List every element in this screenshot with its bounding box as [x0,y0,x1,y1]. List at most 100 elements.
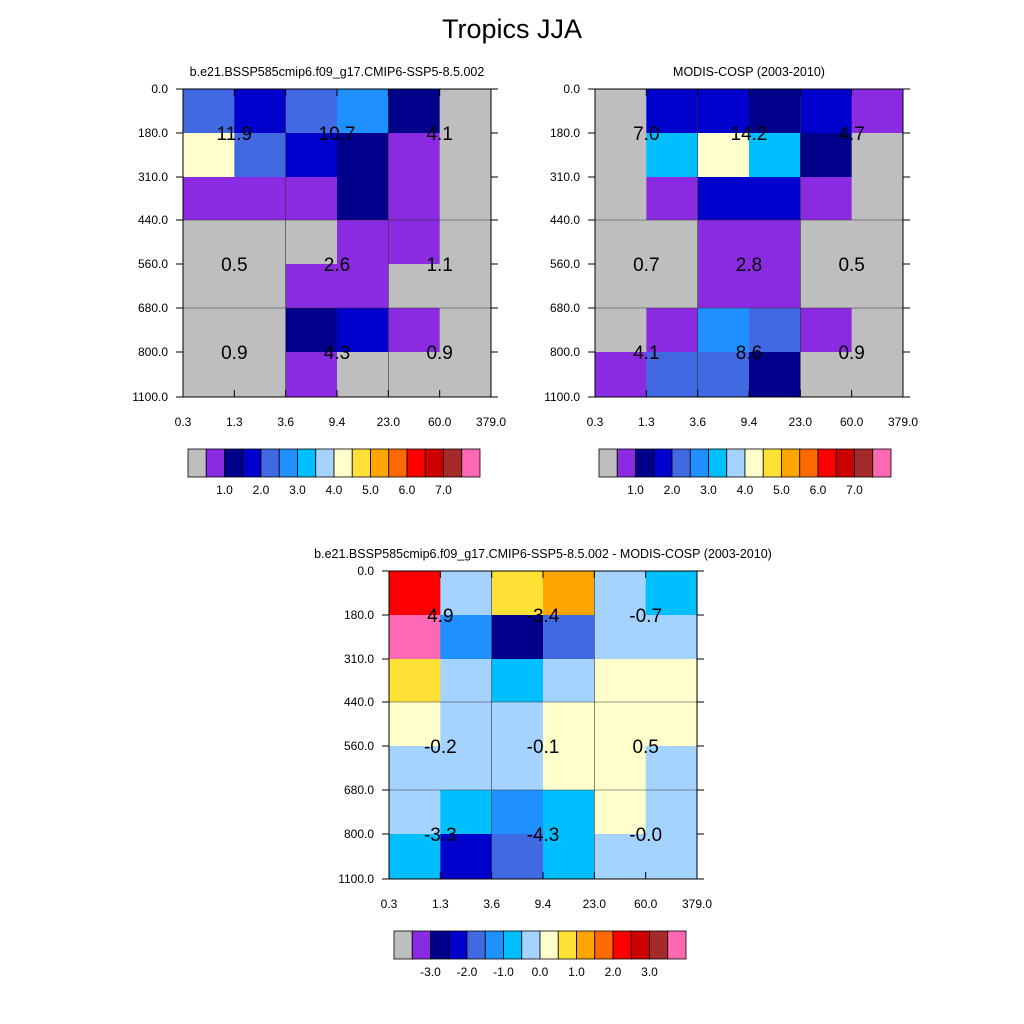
heatmap-cell [439,89,492,134]
colorbar-swatch [612,930,632,960]
heatmap-cell [697,352,750,398]
heatmap-cell [440,746,493,791]
block-value-label: 0.9 [221,343,247,364]
heatmap-cell [389,702,441,747]
block-value-label: -0.7 [629,606,662,627]
heatmap-cell [388,133,441,178]
colorbar-label: 1.0 [627,483,644,497]
heatmap-cell [594,571,647,616]
heatmap-cell [440,571,493,616]
colorbar-swatch [351,448,371,478]
heatmap-cell [749,177,801,221]
heatmap-cell [697,308,750,353]
heatmap-cell [645,834,698,880]
x-tick-label: 1.3 [432,897,449,911]
heatmap-cell [388,220,441,265]
colorbar-swatch [649,930,669,960]
heatmap-cell [595,264,647,309]
figure-title: Tropics JJA [441,14,583,44]
block-value-label: 0.7 [633,255,659,276]
heatmap-cell [439,352,492,398]
heatmap-cell [439,133,492,178]
colorbar-label: -1.0 [493,965,514,979]
colorbar-swatch [461,448,481,478]
heatmap-cell [183,133,235,178]
heatmap-cell [595,220,647,265]
colorbar-swatch [576,930,596,960]
x-tick-label: 0.3 [381,897,398,911]
heatmap-cell [285,89,338,134]
heatmap-cell [439,177,492,221]
y-tick-label: 440.0 [138,213,168,227]
colorbar-swatch [187,448,207,478]
panel-title: b.e21.BSSP585cmip6.f09_g17.CMIP6-SSP5-8.… [190,65,485,79]
y-tick-label: 310.0 [550,170,580,184]
panel-model: b.e21.BSSP585cmip6.f09_g17.CMIP6-SSP5-8.… [132,65,506,497]
heatmap-cell [183,220,235,265]
block-value-label: -0.1 [527,737,560,758]
heatmap-cell [543,790,595,835]
colorbar-label: 2.0 [664,483,681,497]
heatmap-cell [183,352,235,398]
colorbar-swatch [817,448,837,478]
heatmap-cell [439,220,492,265]
heatmap-cell [646,133,699,178]
colorbar-swatch [726,448,746,478]
heatmap-cell [234,220,287,265]
x-tick-label: 3.6 [483,897,500,911]
heatmap-cell [234,89,287,134]
colorbar-swatch [260,448,280,478]
colorbar-swatch [781,448,801,478]
heatmap-cell [183,308,235,353]
heatmap-cell [595,89,647,134]
heatmap-cell [800,220,853,265]
heatmap-cell [337,220,389,265]
y-tick-label: 0.0 [563,82,580,96]
heatmap-cell [440,834,493,880]
colorbar-swatch [443,448,463,478]
panel-observation: MODIS-COSP (2003-2010) 7.0 14.2 4.7 0.7 2.8 0.… [544,65,918,497]
heatmap-cell [749,308,801,353]
heatmap-cell [646,177,699,221]
heatmap-cell [749,89,801,134]
heatmap-cell [749,264,801,309]
x-tick-label: 1.3 [226,415,243,429]
heatmap-cell [388,177,441,221]
colorbar-swatch [370,448,390,478]
heatmap-cell [595,308,647,353]
colorbar-swatch [598,448,618,478]
block-value-label: 4.9 [427,606,453,627]
block-value-label: 8.6 [736,343,762,364]
heatmap-cell [645,659,698,703]
panel-title: b.e21.BSSP585cmip6.f09_g17.CMIP6-SSP5-8.… [314,547,772,561]
heatmap-cell [337,133,389,178]
heatmap-cell [594,702,647,747]
colorbar-swatch [278,448,298,478]
block-value-label: -3.4 [527,606,560,627]
y-tick-label: 800.0 [344,827,374,841]
heatmap-cell [337,89,389,134]
heatmap-cell [440,790,493,835]
colorbar-label: -3.0 [420,965,441,979]
y-tick-label: 560.0 [344,739,374,753]
heatmap-cell [234,308,287,353]
colorbar-swatch [799,448,819,478]
colorbar-swatch [242,448,262,478]
panel-title: MODIS-COSP (2003-2010) [673,65,825,79]
heatmap-cell [234,133,287,178]
y-tick-label: 800.0 [550,345,580,359]
colorbar-swatch [430,930,450,960]
colorbar-label: -2.0 [457,965,478,979]
y-tick-label: 560.0 [138,257,168,271]
heatmap-cell [234,352,287,398]
heatmap-cell [183,264,235,309]
colorbar-swatch [315,448,335,478]
x-tick-label: 3.6 [277,415,294,429]
y-tick-label: 0.0 [357,564,374,578]
heatmap-cell [800,133,853,178]
heatmap-cell [594,834,647,880]
colorbar-swatch [205,448,225,478]
colorbar-label: 4.0 [737,483,754,497]
y-tick-label: 1100.0 [338,872,374,886]
block-value-label: 4.1 [633,343,659,364]
